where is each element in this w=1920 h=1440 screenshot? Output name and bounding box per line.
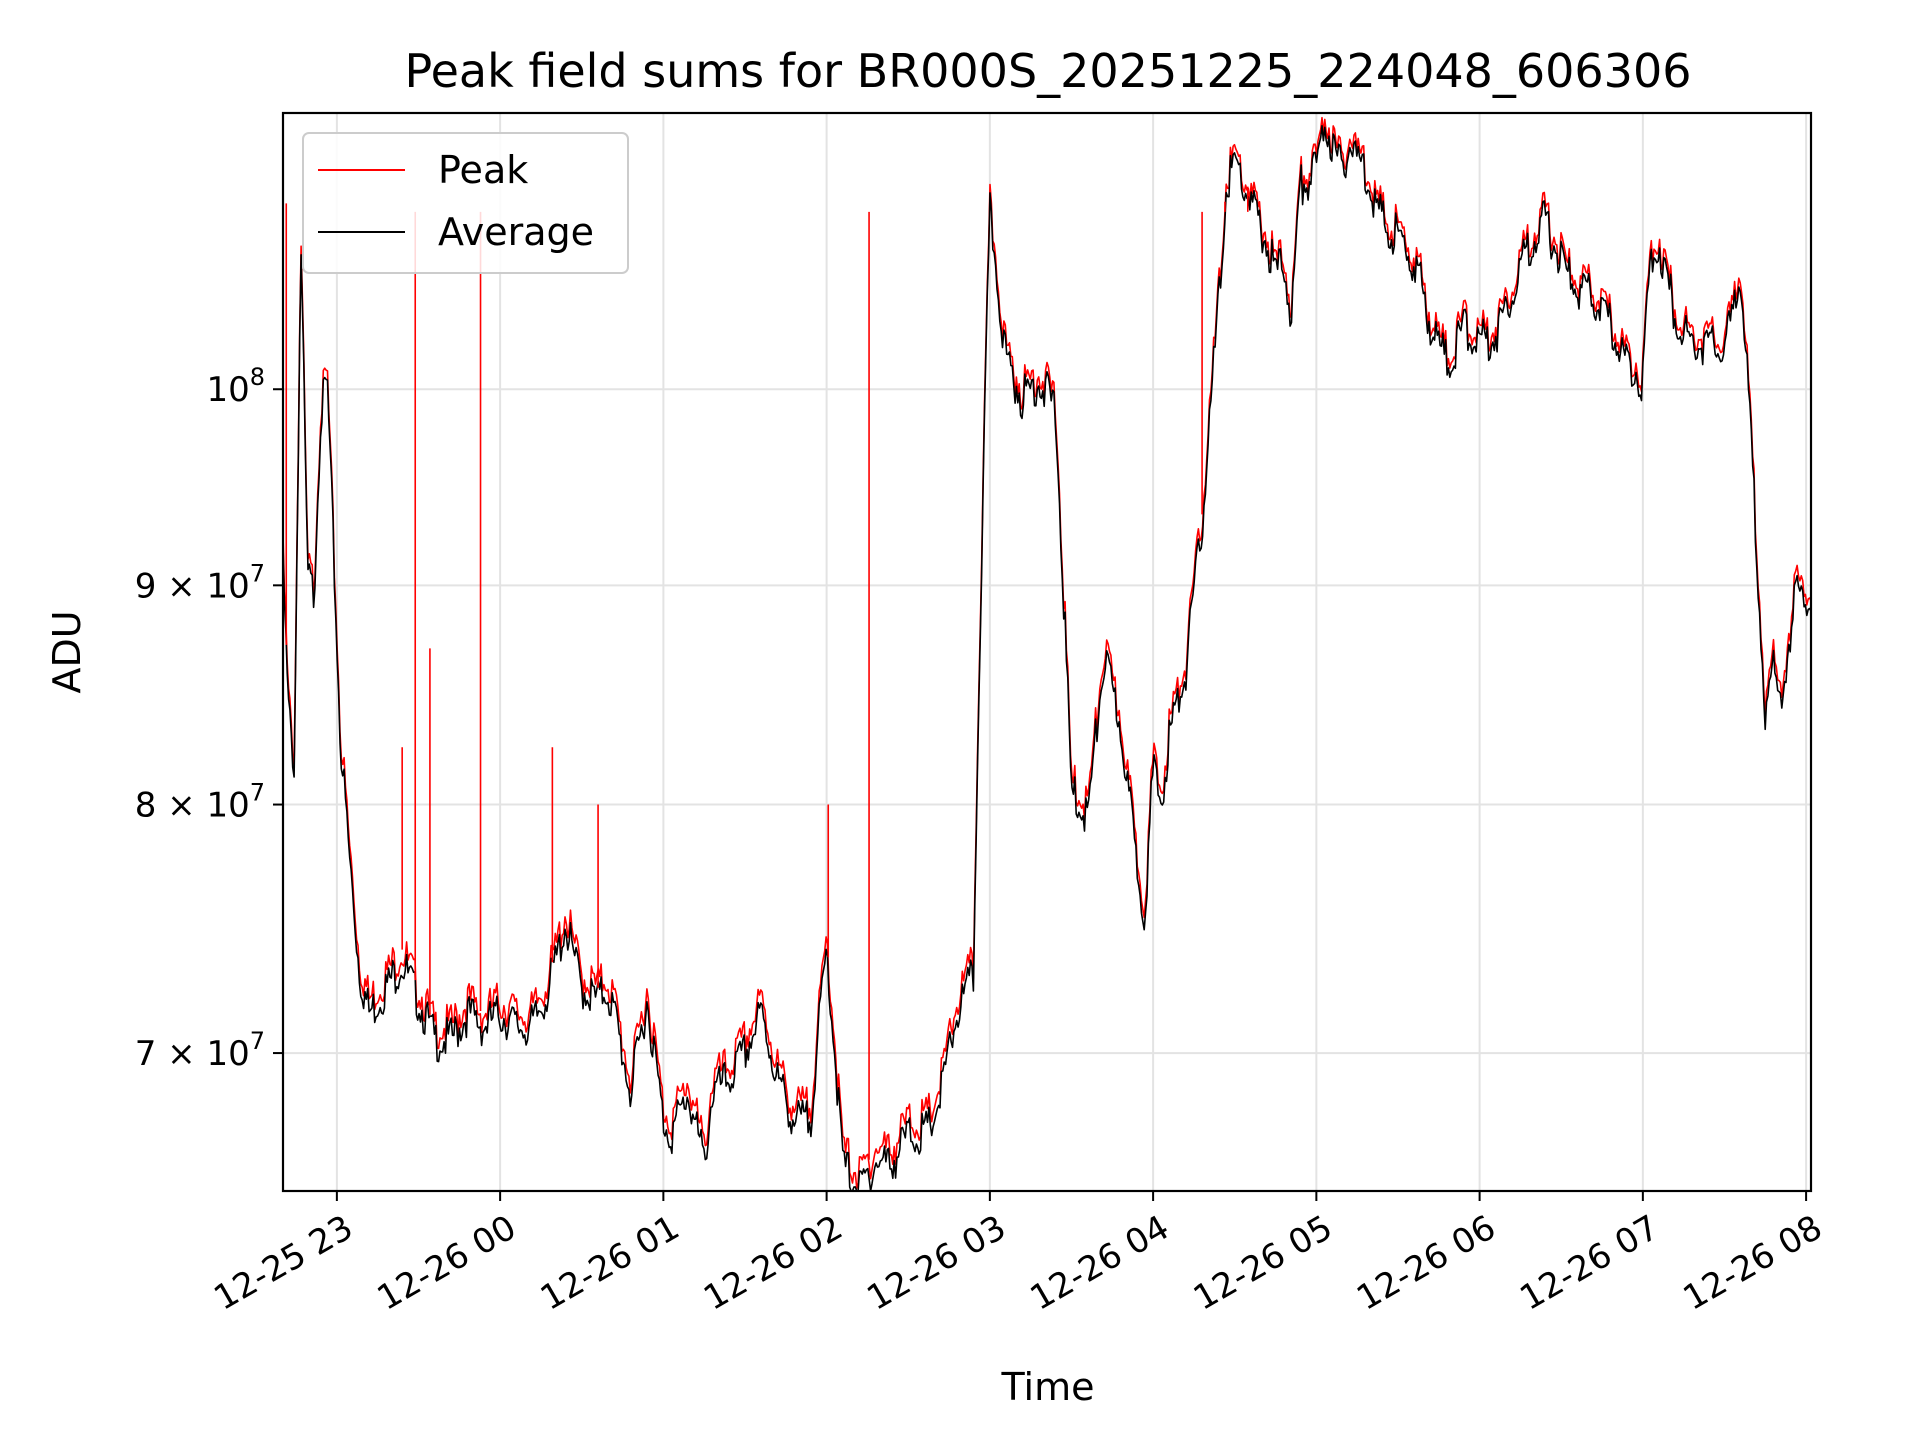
y-tick-label: 7 × 107 (135, 1027, 265, 1074)
y-tick-label: 8 × 107 (135, 779, 265, 826)
series-line-average (282, 125, 1812, 1192)
legend-label-peak: Peak (438, 148, 528, 192)
chart-title: Peak field sums for BR000S_20251225_2240… (405, 44, 1692, 98)
plot-frame (281, 111, 1813, 1193)
legend-box (302, 132, 629, 274)
x-axis-label: Time (1001, 1365, 1095, 1409)
legend-label-average: Average (438, 210, 594, 254)
legend: Peak Average (302, 132, 629, 274)
y-axis-label: ADU (45, 610, 89, 693)
y-tick-label: 9 × 107 (135, 559, 265, 606)
series-line-peak (282, 116, 1812, 1189)
series-group (282, 116, 1812, 1192)
grid (283, 113, 1811, 1191)
y-tick-label: 108 (206, 363, 265, 410)
